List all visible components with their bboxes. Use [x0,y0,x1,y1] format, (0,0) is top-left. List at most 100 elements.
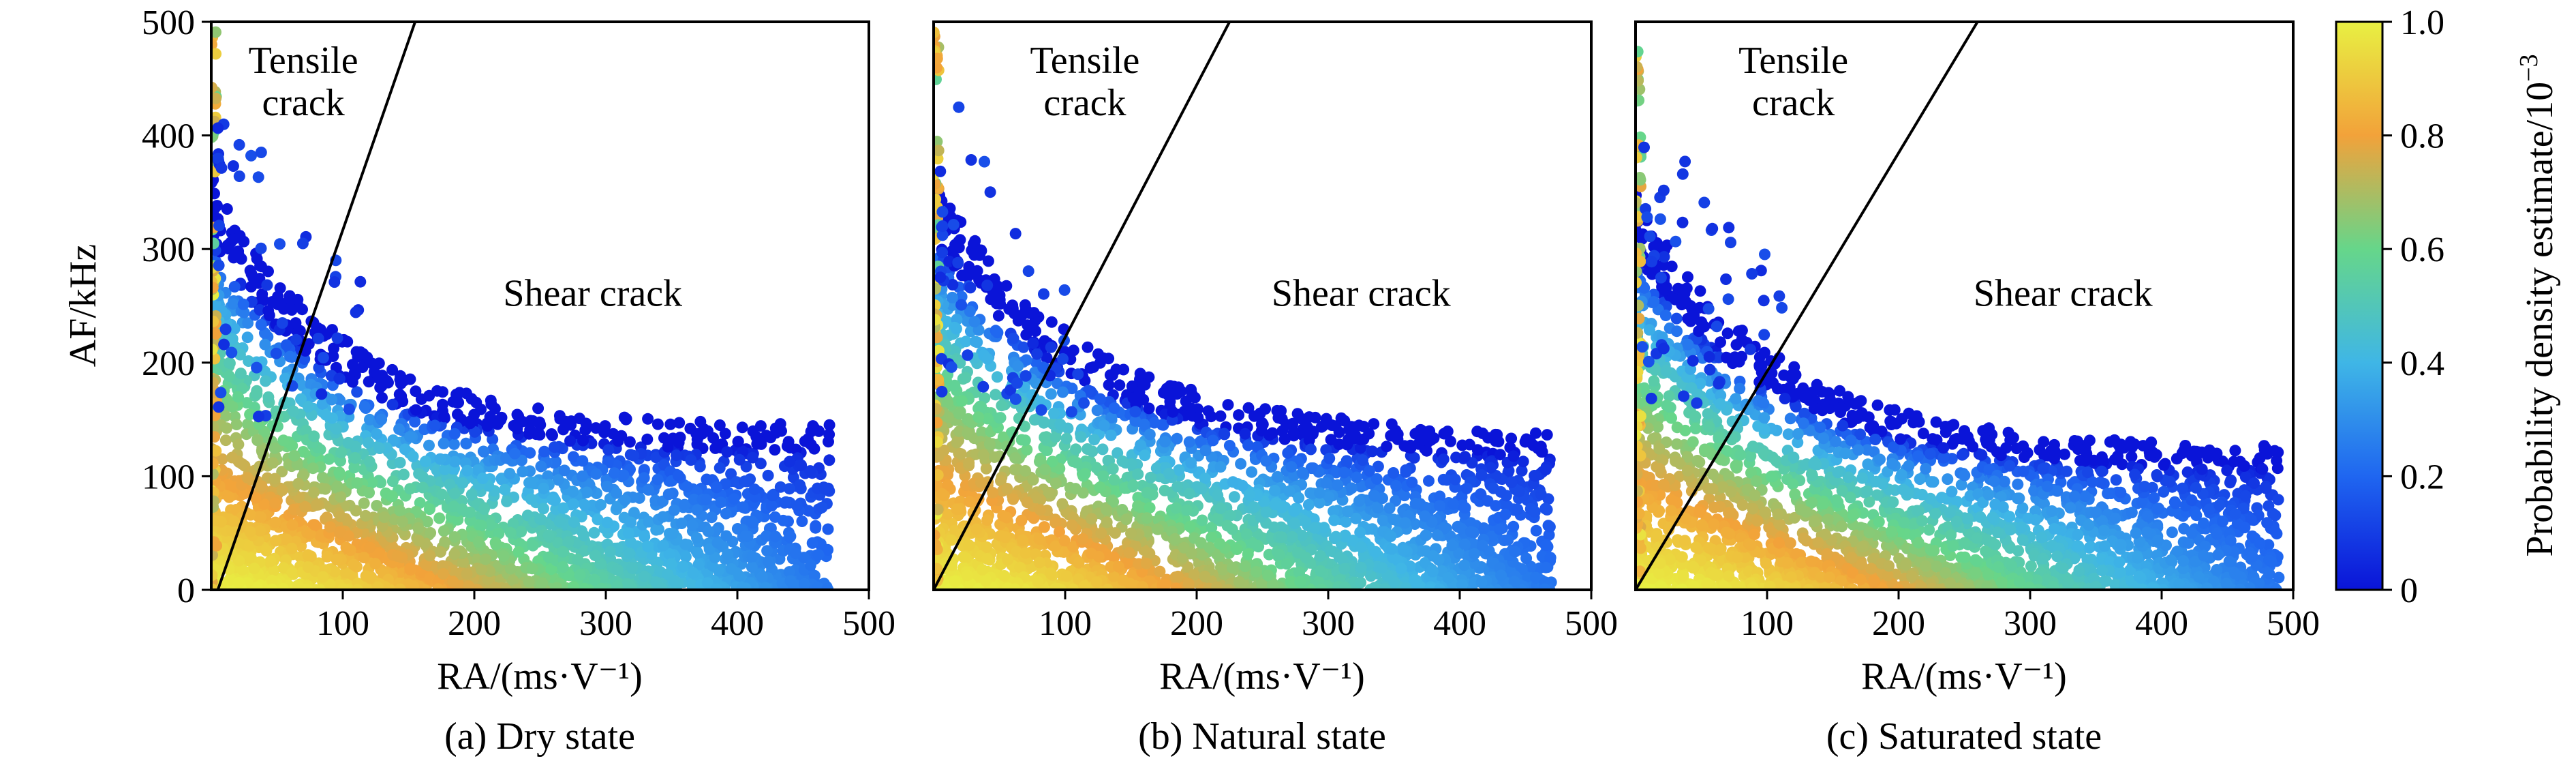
data-point [299,501,311,513]
data-point [1038,416,1050,428]
data-point [1530,571,1542,584]
data-point [769,531,782,543]
data-point [1108,474,1120,486]
data-point [651,473,664,486]
data-point [601,516,613,528]
data-point [475,403,487,415]
data-point [1317,420,1329,432]
data-point [319,483,331,495]
data-point [955,290,968,303]
data-point [1516,464,1528,477]
data-point [526,563,538,575]
data-point [657,511,669,523]
data-point [626,562,639,574]
data-point [1530,427,1542,439]
data-point [1183,436,1195,448]
data-point [398,468,410,481]
data-point [394,583,406,590]
data-point [564,435,576,447]
data-point [1199,473,1211,485]
data-point [452,408,463,421]
data-point [469,426,481,438]
data-point [479,553,491,565]
data-point [1071,456,1083,468]
data-point [251,361,263,374]
panel-a-divider-line [216,21,417,591]
data-point [1333,438,1345,450]
data-point [1196,514,1208,526]
data-point [721,446,733,458]
data-point [243,539,256,552]
data-point [386,490,399,503]
data-point [617,469,630,481]
data-point [694,415,707,428]
data-point [787,471,799,483]
data-point [574,569,586,581]
data-point [1302,498,1315,511]
data-point [1084,362,1097,374]
data-point [805,438,817,451]
data-point [234,368,247,380]
panel-a-tensile-label-line1: Tensile [249,40,358,82]
data-point [638,570,650,582]
data-point [391,550,403,562]
data-point [328,276,341,288]
data-point [1103,353,1115,365]
data-point [608,467,620,479]
data-point [615,430,628,442]
data-point [971,265,983,277]
data-point [1000,280,1013,292]
data-point [452,513,464,526]
data-point [1090,462,1102,474]
data-point [484,519,496,531]
data-point [216,453,228,465]
data-point [778,496,791,509]
data-point [525,476,537,488]
data-point [331,480,343,492]
data-point [588,526,600,539]
data-point [211,328,222,340]
data-point [268,564,280,576]
data-point [1034,396,1046,408]
data-point [741,475,753,488]
data-point [942,397,954,409]
data-point [447,576,459,588]
data-point [448,488,461,500]
data-point [662,441,674,453]
data-point [393,423,405,435]
data-point [675,518,688,529]
y-tick-label: 300 [142,230,195,269]
data-point [759,582,771,590]
data-point [1040,432,1052,444]
data-point [1289,518,1301,530]
data-point [266,583,278,590]
data-point [508,447,521,460]
data-point [567,580,579,590]
data-point [588,573,600,586]
data-point [812,582,824,590]
data-point [791,500,803,512]
data-point [394,505,406,517]
data-point [211,376,219,389]
data-point [703,543,716,555]
data-point [413,535,425,547]
data-point [215,387,227,399]
data-point [269,516,281,528]
data-point [213,401,225,413]
data-point [439,536,451,548]
panel-a-xticks: 100 200 300 400 500 [316,590,895,643]
data-point [1242,439,1255,451]
data-point [1114,379,1126,391]
data-point [423,439,435,451]
data-point [756,571,768,583]
data-point [711,537,724,549]
data-point [242,317,254,329]
data-point [1041,352,1053,364]
data-point [213,220,225,232]
data-point [323,453,335,465]
data-point [1132,468,1144,480]
data-point [979,392,991,404]
data-point [1171,432,1183,445]
data-point [1398,490,1411,502]
